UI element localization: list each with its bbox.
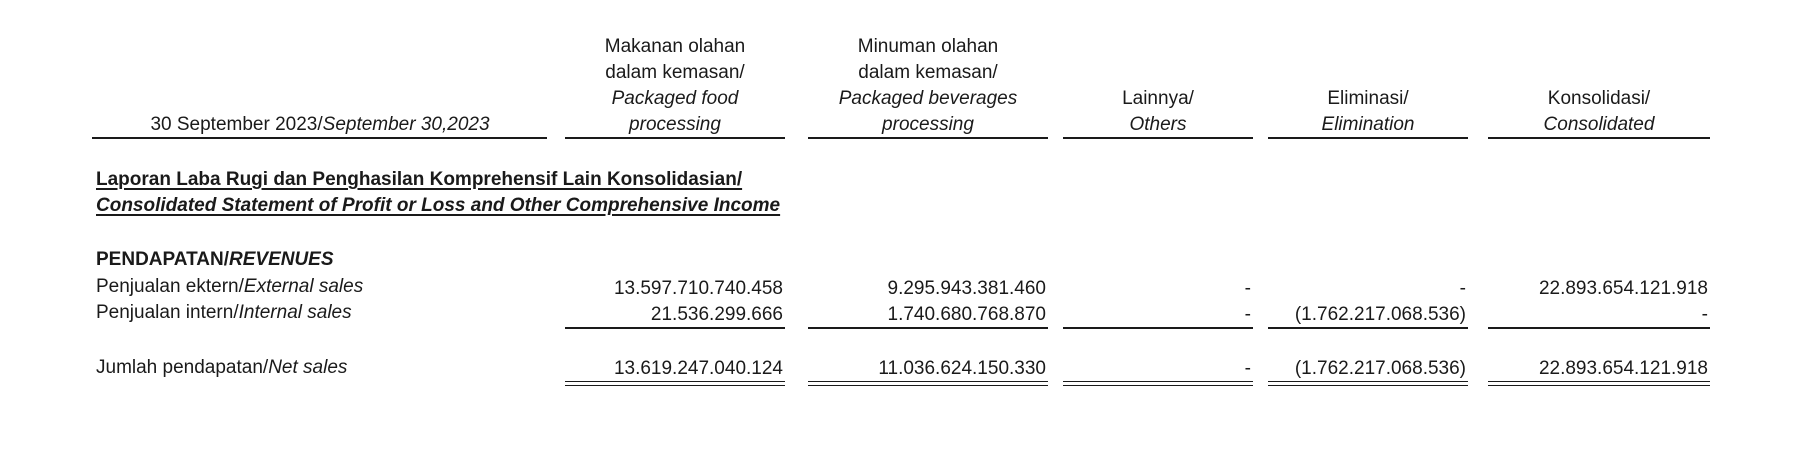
internal-sales-food: 21.536.299.666 bbox=[650, 304, 783, 325]
header-rule-elimination bbox=[1268, 137, 1468, 139]
net-sales-others: - bbox=[1244, 358, 1251, 379]
row-label-net-sales: Jumlah pendapatan/Net sales bbox=[96, 356, 347, 380]
external-sales-food: 13.597.710.740.458 bbox=[613, 278, 783, 299]
row-label-plain: Penjualan ektern/ bbox=[96, 276, 244, 297]
header-beverages-line1: Minuman olahan bbox=[857, 36, 999, 57]
subtotal-rule-elimination bbox=[1268, 327, 1468, 329]
internal-sales-others: - bbox=[1244, 304, 1251, 325]
row-label-plain: Jumlah pendapatan/ bbox=[96, 357, 269, 378]
header-beverages-line3: Packaged beverages bbox=[838, 88, 1018, 109]
header-rule-beverages bbox=[808, 137, 1048, 139]
header-others-line2: Others bbox=[1129, 114, 1187, 135]
header-rule-others bbox=[1063, 137, 1253, 139]
header-food-line2: dalam kemasan/ bbox=[605, 62, 745, 83]
subtotal-rule-others bbox=[1063, 327, 1253, 329]
net-sales-beverages: 11.036.624.150.330 bbox=[878, 358, 1046, 379]
header-period-italic: September 30,2023 bbox=[322, 114, 490, 135]
external-sales-beverages: 9.295.943.381.460 bbox=[887, 278, 1047, 299]
row-label-internal-sales: Penjualan intern/Internal sales bbox=[96, 301, 352, 325]
header-others: Lainnya/ Others bbox=[1063, 86, 1253, 138]
subtotal-rule-beverages bbox=[808, 327, 1048, 329]
header-rule-consolidated bbox=[1488, 137, 1710, 139]
header-beverages-line2: dalam kemasan/ bbox=[858, 62, 998, 83]
total-rule-elimination bbox=[1268, 381, 1468, 386]
net-sales-elimination: (1.762.217.068.536) bbox=[1294, 358, 1466, 379]
header-period: 30 September 2023/September 30,2023 bbox=[95, 112, 545, 138]
external-sales-elimination: - bbox=[1459, 278, 1466, 299]
row-label-plain: Penjualan intern/ bbox=[96, 302, 239, 323]
header-food-line3: Packaged food bbox=[611, 88, 739, 109]
section-revenues-italic: REVENUES bbox=[229, 249, 334, 270]
header-elimination-line1: Eliminasi/ bbox=[1327, 88, 1409, 109]
header-food-line4: processing bbox=[629, 114, 721, 135]
header-consolidated-line1: Konsolidasi/ bbox=[1547, 88, 1651, 109]
row-label-external-sales: Penjualan ektern/External sales bbox=[96, 275, 363, 299]
header-food: Makanan olahan dalam kemasan/ Packaged f… bbox=[565, 34, 785, 138]
statement-title-line2: Consolidated Statement of Profit or Loss… bbox=[96, 195, 781, 216]
header-elimination: Eliminasi/ Elimination bbox=[1268, 86, 1468, 138]
total-rule-others bbox=[1063, 381, 1253, 386]
internal-sales-beverages: 1.740.680.768.870 bbox=[887, 304, 1047, 325]
row-label-italic: Net sales bbox=[268, 357, 348, 378]
row-label-italic: Internal sales bbox=[238, 302, 352, 323]
header-beverages: Minuman olahan dalam kemasan/ Packaged b… bbox=[808, 34, 1048, 138]
subtotal-rule-consolidated bbox=[1488, 327, 1710, 329]
header-consolidated: Konsolidasi/ Consolidated bbox=[1488, 86, 1710, 138]
total-rule-food bbox=[565, 381, 785, 386]
header-rule-food bbox=[565, 137, 785, 139]
section-revenues-plain: PENDAPATAN/ bbox=[96, 249, 229, 270]
statement-title-line1: Laporan Laba Rugi dan Penghasilan Kompre… bbox=[96, 169, 743, 190]
net-sales-consolidated: 22.893.654.121.918 bbox=[1538, 358, 1708, 379]
header-others-line1: Lainnya/ bbox=[1122, 88, 1194, 109]
section-revenues: PENDAPATAN/REVENUES bbox=[96, 248, 334, 272]
internal-sales-consolidated: - bbox=[1701, 304, 1708, 325]
header-elimination-line2: Elimination bbox=[1321, 114, 1415, 135]
header-food-line1: Makanan olahan bbox=[604, 36, 746, 57]
header-rule-period bbox=[92, 137, 547, 139]
header-consolidated-line2: Consolidated bbox=[1543, 114, 1655, 135]
external-sales-consolidated: 22.893.654.121.918 bbox=[1538, 278, 1708, 299]
header-beverages-line4: processing bbox=[882, 114, 974, 135]
net-sales-food: 13.619.247.040.124 bbox=[613, 358, 783, 379]
total-rule-consolidated bbox=[1488, 381, 1710, 386]
header-period-plain: 30 September 2023/ bbox=[150, 114, 323, 135]
internal-sales-elimination: (1.762.217.068.536) bbox=[1294, 304, 1466, 325]
total-rule-beverages bbox=[808, 381, 1048, 386]
row-label-italic: External sales bbox=[243, 276, 364, 297]
external-sales-others: - bbox=[1244, 278, 1251, 299]
subtotal-rule-food bbox=[565, 327, 785, 329]
